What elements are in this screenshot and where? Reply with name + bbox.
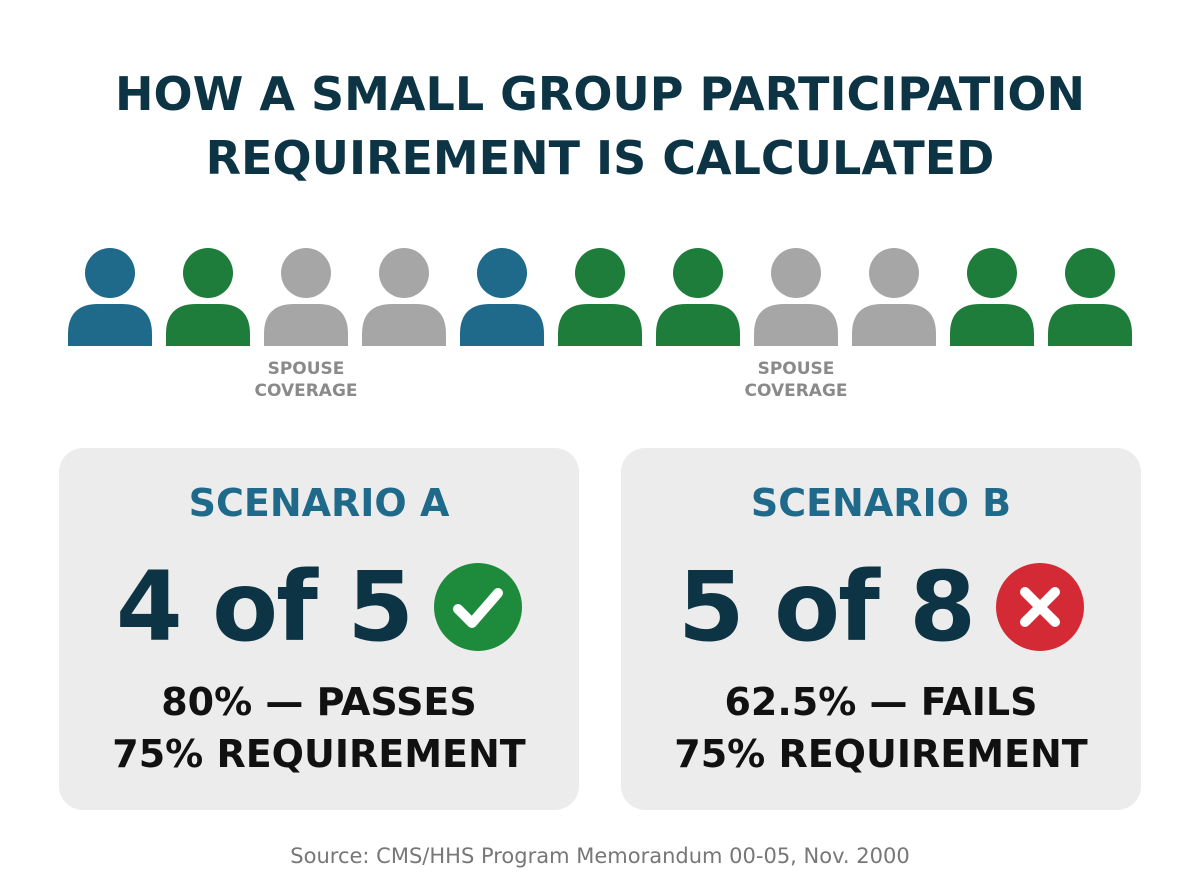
person-icon (754, 248, 838, 348)
scenario-b-ratio: 5 of 8 (677, 551, 976, 663)
person-icon (656, 248, 740, 348)
page-title: HOW A SMALL GROUP PARTICIPATION REQUIREM… (0, 62, 1200, 190)
spouse-coverage-label: SPOUSE COVERAGE (226, 358, 386, 402)
scenario-a-result-line-2: 75% REQUIREMENT (112, 732, 526, 776)
person-icon (264, 248, 348, 348)
scenario-b-result: 62.5% — FAILS 75% REQUIREMENT (621, 676, 1141, 780)
spouse-coverage-label: SPOUSE COVERAGE (716, 358, 876, 402)
scenario-a-ratio-row: 4 of 5 (59, 552, 579, 662)
people-row (0, 248, 1200, 348)
scenario-b-result-line-1: 62.5% — FAILS (724, 680, 1038, 724)
spouse-label-line-1: SPOUSE (267, 359, 345, 379)
spouse-label-line-2: COVERAGE (254, 381, 358, 401)
person-icon (950, 248, 1034, 348)
scenario-a-ratio: 4 of 5 (115, 551, 414, 663)
scenario-a-result: 80% — PASSES 75% REQUIREMENT (59, 676, 579, 780)
person-icon (558, 248, 642, 348)
title-line-2: REQUIREMENT IS CALCULATED (205, 131, 995, 185)
scenario-b-result-line-2: 75% REQUIREMENT (674, 732, 1088, 776)
person-icon (362, 248, 446, 348)
source-note: Source: CMS/HHS Program Memorandum 00-05… (290, 844, 910, 868)
scenario-b-ratio-row: 5 of 8 (621, 552, 1141, 662)
spouse-label-line-1: SPOUSE (757, 359, 835, 379)
x-icon (996, 563, 1085, 651)
person-icon (1048, 248, 1132, 348)
person-icon (68, 248, 152, 348)
title-line-1: HOW A SMALL GROUP PARTICIPATION (115, 67, 1085, 121)
person-icon (460, 248, 544, 348)
person-icon (166, 248, 250, 348)
scenario-b-title: SCENARIO B (750, 481, 1012, 525)
spouse-label-line-2: COVERAGE (744, 381, 848, 401)
scenario-a-result-line-1: 80% — PASSES (161, 680, 477, 724)
person-icon (852, 248, 936, 348)
scenario-a-title: SCENARIO A (188, 481, 450, 525)
check-icon (434, 563, 523, 651)
